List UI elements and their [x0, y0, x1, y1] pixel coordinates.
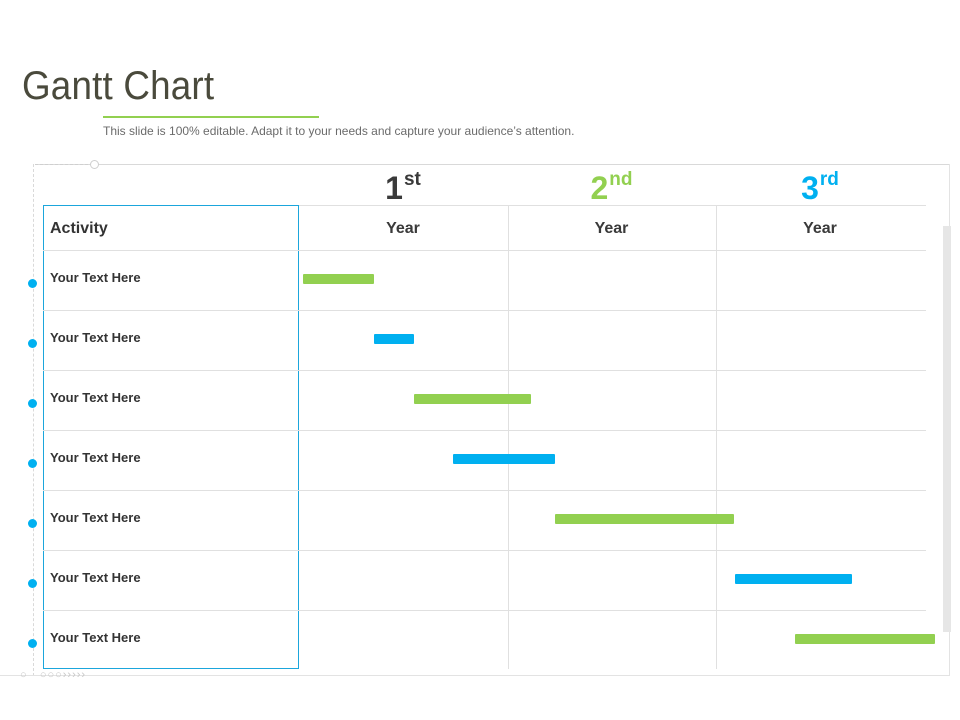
activity-label: Your Text Here — [50, 510, 141, 525]
year-column-label: Year — [594, 220, 629, 237]
bottom-decoration-icon: ○ ○○○››››› — [20, 669, 87, 681]
row-bullet-icon — [28, 459, 37, 468]
ordinal-suffix: rd — [819, 169, 839, 190]
frame-top-dash — [35, 164, 93, 165]
frame-bottom-border — [0, 675, 949, 676]
row-divider-line — [43, 550, 926, 551]
header-top-line — [299, 205, 926, 206]
activity-label: Your Text Here — [50, 330, 141, 345]
row-bullet-icon — [28, 339, 37, 348]
frame-left-border — [33, 164, 34, 676]
page-title: Gantt Chart — [22, 64, 215, 108]
gantt-bar — [303, 274, 374, 284]
year-ordinal: 2nd — [508, 170, 716, 206]
row-bullet-icon — [28, 639, 37, 648]
ordinal-number: 3 — [801, 170, 819, 206]
gantt-bar — [735, 574, 852, 584]
gantt-bar — [453, 454, 555, 464]
gantt-bar — [795, 634, 935, 644]
column-divider-line — [716, 205, 717, 669]
activity-label: Your Text Here — [50, 390, 141, 405]
gantt-bar — [414, 394, 531, 404]
row-divider-line — [43, 310, 926, 311]
row-bullet-icon — [28, 519, 37, 528]
ordinal-suffix: nd — [609, 169, 633, 190]
activity-header: Activity — [50, 220, 108, 237]
row-divider-line — [43, 490, 926, 491]
gantt-bar — [555, 514, 734, 524]
title-underline — [103, 116, 319, 118]
gantt-bar — [374, 334, 414, 344]
ordinal-number: 1 — [385, 170, 403, 206]
page-subtitle: This slide is 100% editable. Adapt it to… — [103, 124, 575, 138]
ordinal-number: 2 — [590, 170, 609, 206]
year-ordinal: 1st — [299, 170, 507, 206]
activity-label: Your Text Here — [50, 630, 141, 645]
activity-label: Your Text Here — [50, 450, 141, 465]
activity-label: Your Text Here — [50, 570, 141, 585]
row-bullet-icon — [28, 399, 37, 408]
row-divider-line — [43, 610, 926, 611]
frame-corner-knob — [90, 160, 99, 169]
side-scrollbar — [943, 226, 951, 632]
activity-column-box — [43, 205, 299, 669]
column-divider-line — [508, 205, 509, 669]
row-bullet-icon — [28, 579, 37, 588]
ordinal-suffix: st — [403, 169, 421, 190]
year-column-label: Year — [386, 220, 420, 237]
year-column-label: Year — [803, 220, 837, 237]
activity-label: Your Text Here — [50, 270, 141, 285]
row-divider-line — [43, 430, 926, 431]
year-ordinal: 3rd — [716, 170, 924, 206]
frame-top-border — [35, 164, 949, 165]
row-divider-line — [43, 370, 926, 371]
row-divider-line — [43, 250, 926, 251]
row-bullet-icon — [28, 279, 37, 288]
